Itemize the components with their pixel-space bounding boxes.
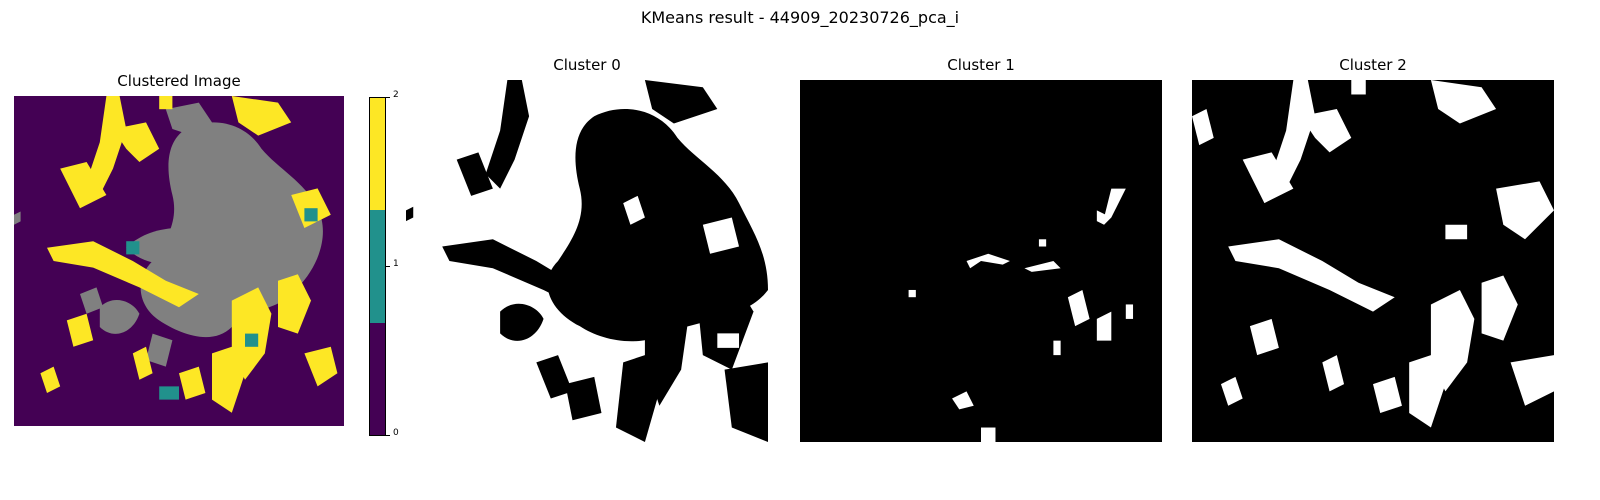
- clustered-image: [14, 96, 344, 426]
- panel-title-cluster-1: Cluster 1: [947, 56, 1015, 74]
- colorbar-ticklabel-1: 1: [393, 259, 399, 269]
- panel-title-cluster-2: Cluster 2: [1339, 56, 1407, 74]
- colorbar-tick-2: [386, 97, 390, 98]
- figure-suptitle: KMeans result - 44909_20230726_pca_i: [640, 8, 960, 27]
- colorbar-segment-0: [370, 322, 385, 435]
- colorbar-segment-1: [370, 210, 385, 323]
- colorbar-ticklabel-0: 0: [393, 428, 399, 438]
- panel-title-clustered: Clustered Image: [117, 72, 241, 90]
- colorbar-segment-2: [370, 98, 385, 211]
- cluster-1-mask: [800, 80, 1162, 442]
- panel-title-cluster-0: Cluster 0: [553, 56, 621, 74]
- colorbar-ticklabel-2: 2: [393, 90, 399, 100]
- cluster-0-mask: [406, 80, 768, 442]
- cluster-2-mask: [1192, 80, 1554, 442]
- colorbar: [369, 97, 386, 436]
- colorbar-tick-1: [386, 266, 390, 267]
- colorbar-tick-0: [386, 435, 390, 436]
